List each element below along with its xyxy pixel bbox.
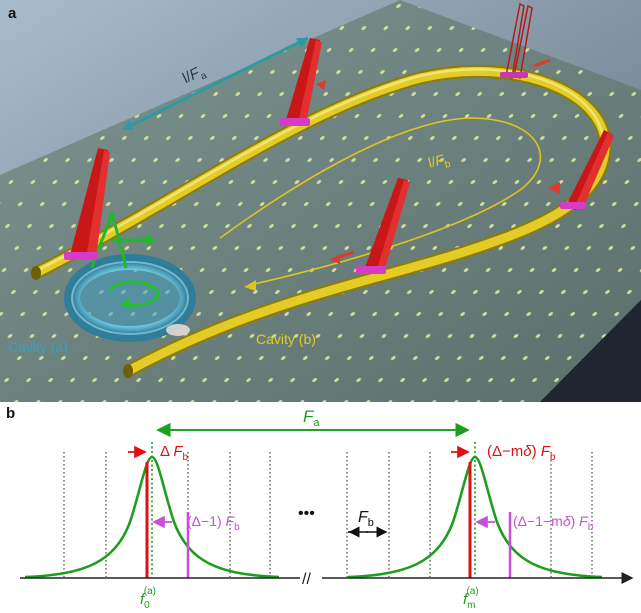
axis-break: // — [302, 571, 311, 588]
delta-minus-mdelta-arrow: (Δ−mδ) Fb — [451, 443, 556, 463]
delta-fb-arrow: Δ Fb — [128, 443, 189, 463]
f0-label: f0(a) — [140, 586, 156, 611]
device-illustration: a l/Fa l/Fb — [0, 0, 641, 402]
antenna-5 — [330, 178, 410, 274]
panel-a-label: a — [8, 5, 17, 22]
antenna-4 — [548, 130, 614, 210]
delta-fb-label: Δ Fb — [160, 443, 189, 463]
delta-minus-one-mdelta-arrow: (Δ−1−mδ) Fb — [475, 513, 594, 533]
panel-b-label: b — [6, 405, 15, 422]
fb-spacing-arrow: Fb — [348, 509, 388, 538]
frequency-axis: // — [20, 571, 634, 588]
delta-minus-one-arrow: (Δ−1) Fb — [152, 513, 240, 533]
fa-span-arrow: Fa — [156, 407, 470, 438]
resonance-peak-m — [347, 455, 603, 579]
frequency-diagram: b // Fa Δ Fb — [6, 405, 634, 611]
cavity-b-label: Cavity (b) — [256, 331, 316, 347]
antenna-1 — [64, 148, 110, 260]
fb-label: Fb — [358, 509, 374, 529]
wave-icon — [90, 211, 156, 269]
antenna-3-faded — [500, 2, 551, 79]
ellipsis: ••• — [298, 505, 315, 522]
delta-minus-mdelta-label: (Δ−mδ) Fb — [487, 443, 556, 463]
cavity-a-label: Cavity (a) — [8, 339, 68, 355]
delta-minus-one-mdelta-label: (Δ−1−mδ) Fb — [513, 513, 594, 533]
antenna-2 — [280, 38, 326, 126]
fa-label: Fa — [303, 407, 320, 429]
ring-resonator-cavity-a — [64, 254, 196, 342]
resonance-peak-0 — [24, 455, 280, 579]
fm-label: fm(a) — [463, 586, 479, 611]
delta-minus-one-label: (Δ−1) Fb — [187, 513, 240, 533]
